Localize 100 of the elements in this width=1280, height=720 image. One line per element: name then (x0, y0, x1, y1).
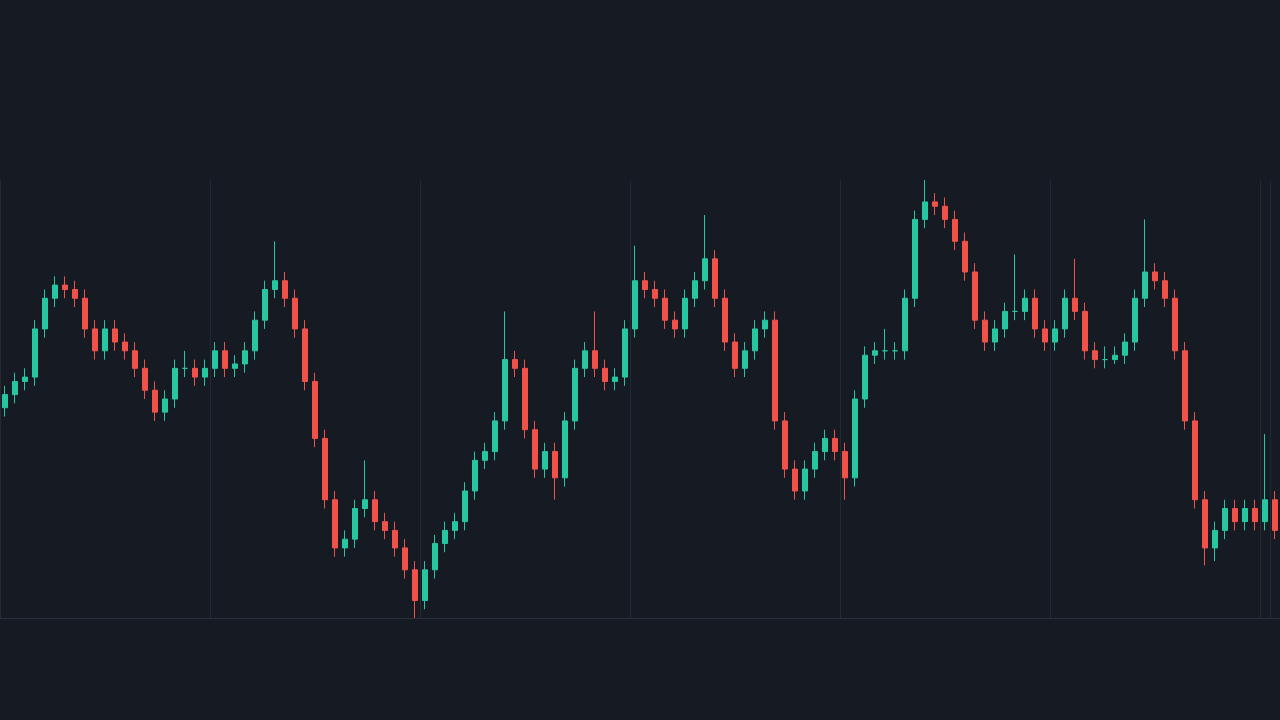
candlestick (252, 310, 258, 361)
candlestick (1002, 302, 1008, 339)
candlestick (1062, 289, 1068, 339)
candlestick (1272, 490, 1278, 540)
candlestick (1092, 341, 1098, 369)
candlestick (572, 359, 578, 431)
candlestick (52, 275, 58, 308)
candlestick (442, 521, 448, 553)
candlestick (752, 319, 758, 361)
candlestick (1182, 341, 1188, 431)
candlestick (222, 341, 228, 378)
candlestick (1052, 319, 1058, 352)
candlestick (202, 359, 208, 387)
candlestick (762, 310, 768, 339)
candlestick (1012, 253, 1018, 321)
candlestick (332, 490, 338, 558)
candlestick (712, 249, 718, 308)
candlestick (392, 521, 398, 558)
candlestick (1262, 433, 1268, 531)
candlestick (592, 310, 598, 378)
candlestick (142, 359, 148, 400)
candlestick (732, 332, 738, 378)
candlestick (92, 319, 98, 361)
candlestick (62, 275, 68, 299)
candlestick (272, 240, 278, 299)
candlestick (552, 442, 558, 501)
candlestick (1202, 490, 1208, 566)
candlestick (162, 389, 168, 422)
candlestick (372, 490, 378, 531)
candlestick (1132, 289, 1138, 352)
candlestick (1142, 218, 1148, 308)
candlestick (882, 328, 888, 361)
candlestick (402, 538, 408, 580)
candlestick (672, 310, 678, 339)
candlestick (652, 280, 658, 308)
candlestick (662, 289, 668, 330)
candlestick (112, 319, 118, 352)
candlestick (1022, 289, 1028, 321)
candlestick (902, 289, 908, 361)
candlestick (42, 289, 48, 339)
candlestick (412, 560, 418, 619)
candlestick (642, 271, 648, 299)
candlestick (182, 350, 188, 378)
candlestick (12, 372, 18, 404)
candlestick (232, 354, 238, 378)
candlestick (2, 385, 8, 418)
candlestick (82, 289, 88, 339)
candlestick (872, 341, 878, 365)
candlestick (22, 367, 28, 391)
candlestick (522, 359, 528, 439)
candlestick (612, 367, 618, 391)
candlestick (72, 280, 78, 308)
candlestick (822, 429, 828, 461)
candlestick (342, 529, 348, 558)
candlestick (322, 429, 328, 509)
candlestick (722, 289, 728, 352)
candlestick (912, 210, 918, 308)
candlestick (922, 179, 928, 229)
candlestick (802, 459, 808, 501)
candlestick (982, 310, 988, 352)
candlestick (1232, 499, 1238, 531)
candlestick (242, 341, 248, 374)
candlestick (832, 429, 838, 461)
candlestick (852, 389, 858, 488)
candlestick (842, 442, 848, 501)
candlestick (1252, 499, 1258, 531)
candlestick (302, 319, 308, 391)
candlestick (1082, 302, 1088, 361)
candlestick (1042, 319, 1048, 352)
candlestick (992, 319, 998, 352)
candlestick (932, 192, 938, 216)
candlestick (812, 442, 818, 479)
candlestick (1122, 332, 1128, 365)
candlestick (1222, 499, 1228, 540)
candlestick (1072, 258, 1078, 321)
candlestick (452, 512, 458, 540)
candlestick (122, 332, 128, 361)
candlestick (282, 271, 288, 308)
candlestick (352, 499, 358, 549)
candlestick (562, 411, 568, 488)
candlestick (312, 372, 318, 448)
candlestick (582, 341, 588, 378)
candlestick (772, 310, 778, 431)
candlestick (782, 411, 788, 479)
candlestick (792, 459, 798, 501)
candlestick (1102, 345, 1108, 369)
candlestick (1172, 289, 1178, 361)
candlestick (1242, 499, 1248, 531)
candlestick (542, 442, 548, 479)
candlestick (212, 341, 218, 378)
candlestick (1162, 271, 1168, 308)
candlestick (362, 459, 368, 518)
candlestick (962, 232, 968, 282)
candlestick (32, 319, 38, 387)
candlestick (1192, 411, 1198, 509)
candlestick (292, 289, 298, 339)
candlestick (972, 262, 978, 330)
candlestick (1212, 521, 1218, 562)
candlestick (132, 341, 138, 378)
candlestick (742, 341, 748, 378)
